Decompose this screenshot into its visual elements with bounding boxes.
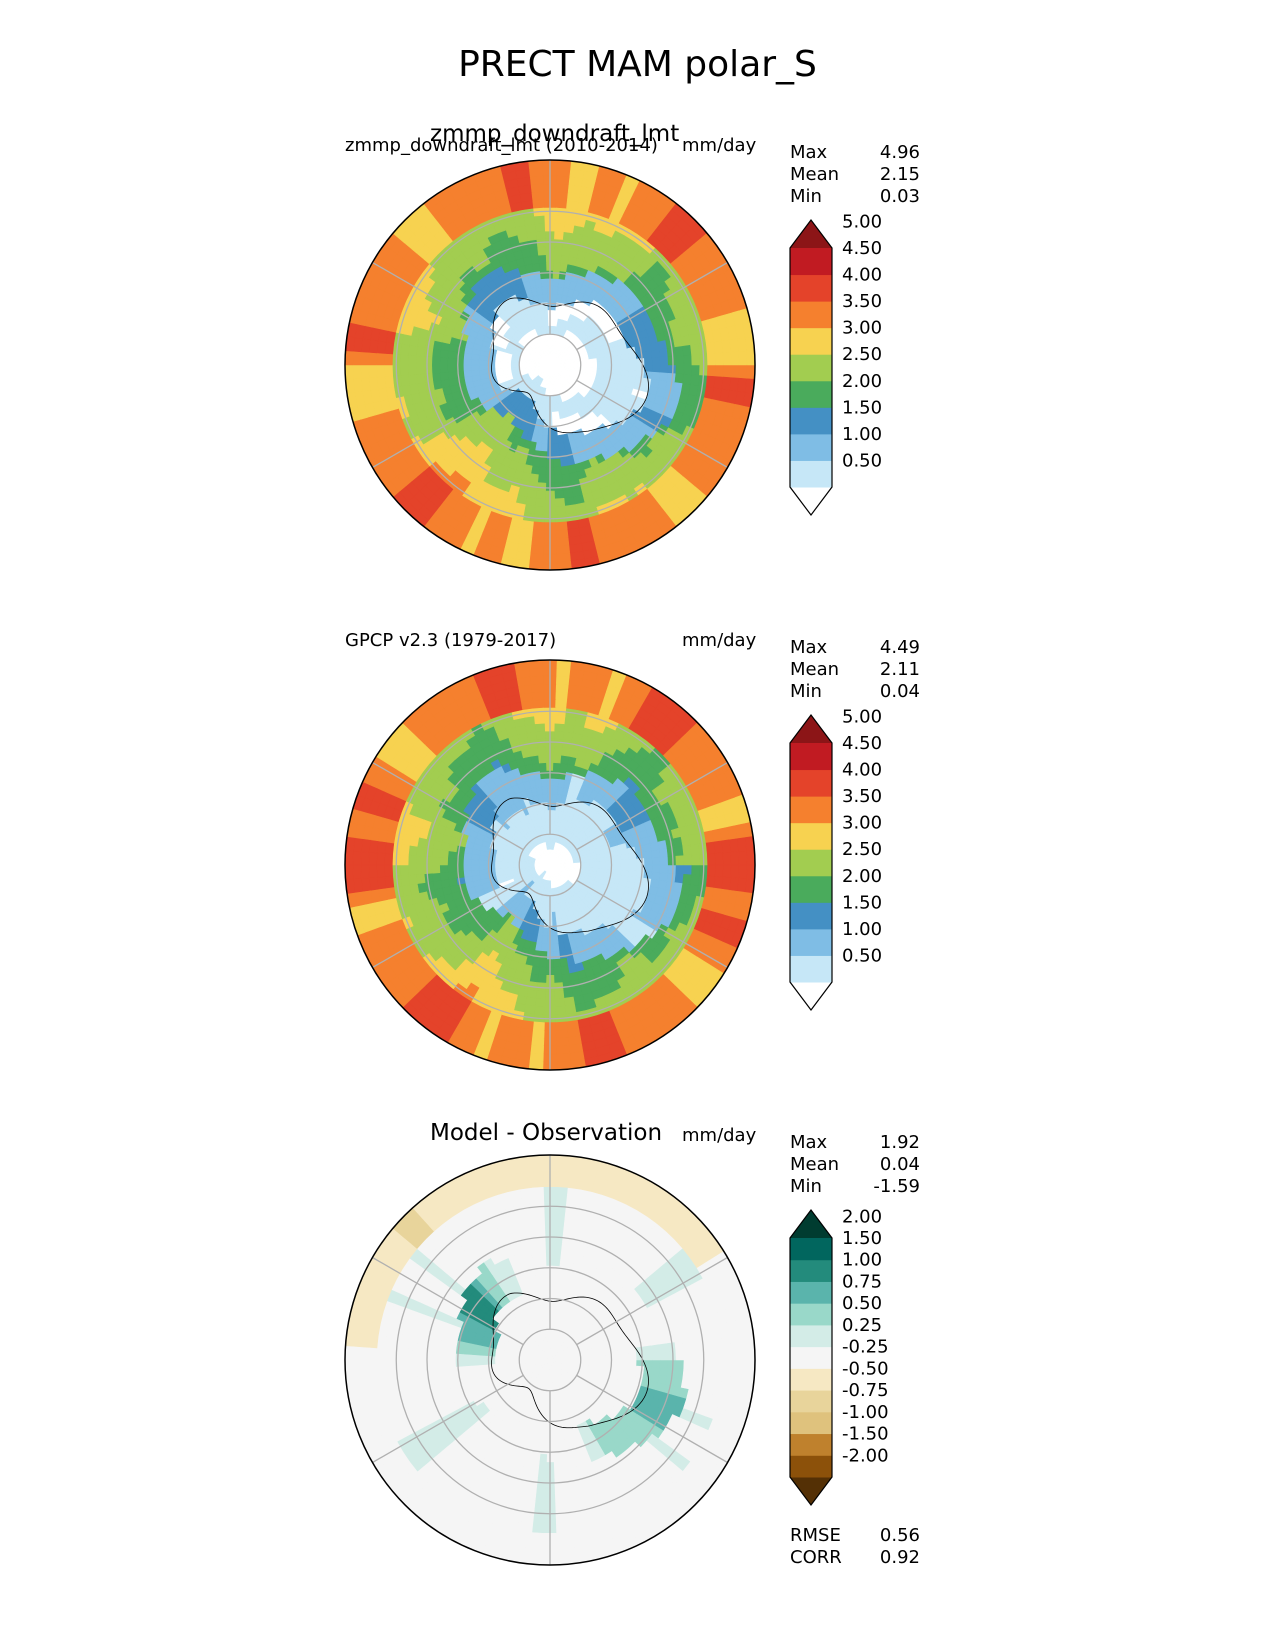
- colorbar-tick-label: 1.00: [842, 919, 882, 940]
- polar-map-svg: [344, 159, 756, 571]
- precip-field: [345, 160, 755, 570]
- colorbar-swatch: [790, 248, 832, 276]
- colorbar-tick-label: 2.50: [842, 839, 882, 860]
- colorbar-swatch: [790, 796, 832, 824]
- colorbar: 0.50 1.00 1.50 2.00 2.50 3.00 3.50 4.00 4.50 5.00: [789, 706, 882, 1011]
- colorbar-tick-label: 1.00: [842, 424, 882, 445]
- colorbar-extend-low: [790, 487, 832, 515]
- colorbar-swatch: [790, 902, 832, 930]
- stat-mean-value: 2.15: [879, 164, 920, 185]
- colorbar-swatch: [790, 822, 832, 850]
- colorbar-swatch: [790, 460, 832, 488]
- colorbar-svg: 0.50 1.00 1.50 2.00 2.50 3.00 3.50 4.00 4.50 5.00: [789, 211, 882, 516]
- colorbar-swatch: [790, 928, 832, 956]
- panel-difference: Model - Observation mm/day Max 1.92 Mean 0…: [0, 1105, 1275, 1625]
- colorbar-tick-label: 1.50: [842, 397, 882, 418]
- colorbar-tick-label: 2.00: [842, 866, 882, 887]
- colorbar-tick-label: 5.00: [842, 211, 882, 232]
- colorbar-swatch: [790, 274, 832, 302]
- colorbar-tick-label: 4.50: [842, 238, 882, 259]
- colorbar-swatch: [790, 875, 832, 903]
- colorbar-swatch: [790, 769, 832, 797]
- figure-title: PRECT MAM polar_S: [458, 44, 817, 85]
- colorbar-swatch: [790, 354, 832, 382]
- colorbar-tick-label: 3.00: [842, 318, 882, 339]
- panel-left-label: zmmp_downdraft_lmt (2010-2014): [345, 135, 658, 156]
- colorbar-tick-label: 4.50: [842, 733, 882, 754]
- colorbar-tick-label: 3.50: [842, 291, 882, 312]
- colorbar-swatch: [790, 955, 832, 983]
- stat-max-label: Max: [790, 142, 828, 163]
- colorbar: 0.50 1.00 1.50 2.00 2.50 3.00 3.50 4.00 4.50 5.00: [789, 211, 882, 516]
- colorbar-swatch: [790, 380, 832, 408]
- colorbar-extend-high: [790, 220, 832, 248]
- colorbar-extend-low: [790, 982, 832, 1010]
- panel-units: mm/day: [682, 135, 757, 156]
- colorbar-tick-label: 4.00: [842, 265, 882, 286]
- colorbar-extend-high: [790, 715, 832, 743]
- colorbar-swatch: [790, 407, 832, 435]
- stat-min-label: Min: [790, 186, 822, 207]
- colorbar-swatch: [790, 327, 832, 355]
- panel-title: zmmp_downdraft_lmt: [430, 121, 680, 147]
- stat-mean-label: Mean: [790, 164, 840, 185]
- colorbar-tick-label: 4.00: [842, 760, 882, 781]
- panel-model: zmmp_downdraft_lmt zmmp_downdraft_lmt (2…: [0, 115, 1275, 595]
- colorbar-swatch: [790, 743, 832, 771]
- stat-min-value: 0.03: [879, 186, 920, 207]
- colorbar-swatch: [790, 301, 832, 329]
- colorbar-svg: 0.50 1.00 1.50 2.00 2.50 3.00 3.50 4.00 4.50 5.00: [789, 706, 882, 1011]
- colorbar-tick-label: 0.50: [842, 450, 882, 471]
- colorbar-swatch: [790, 849, 832, 877]
- colorbar-tick-label: 0.50: [842, 945, 882, 966]
- stats-box: Max 4.96 Mean 2.15 Min 0.03: [790, 142, 920, 208]
- colorbar-tick-label: 5.00: [842, 706, 882, 727]
- colorbar-tick-label: 3.50: [842, 786, 882, 807]
- colorbar-swatch: [790, 433, 832, 461]
- panel-observation: GPCP v2.3 (1979-2017) mm/day Max 4.49 Mea…: [0, 610, 1275, 1090]
- stat-max-value: 4.96: [879, 142, 920, 163]
- colorbar-tick-label: 3.00: [842, 813, 882, 834]
- colorbar-tick-label: 2.00: [842, 371, 882, 392]
- colorbar-tick-label: 1.50: [842, 892, 882, 913]
- colorbar-tick-label: 2.50: [842, 344, 882, 365]
